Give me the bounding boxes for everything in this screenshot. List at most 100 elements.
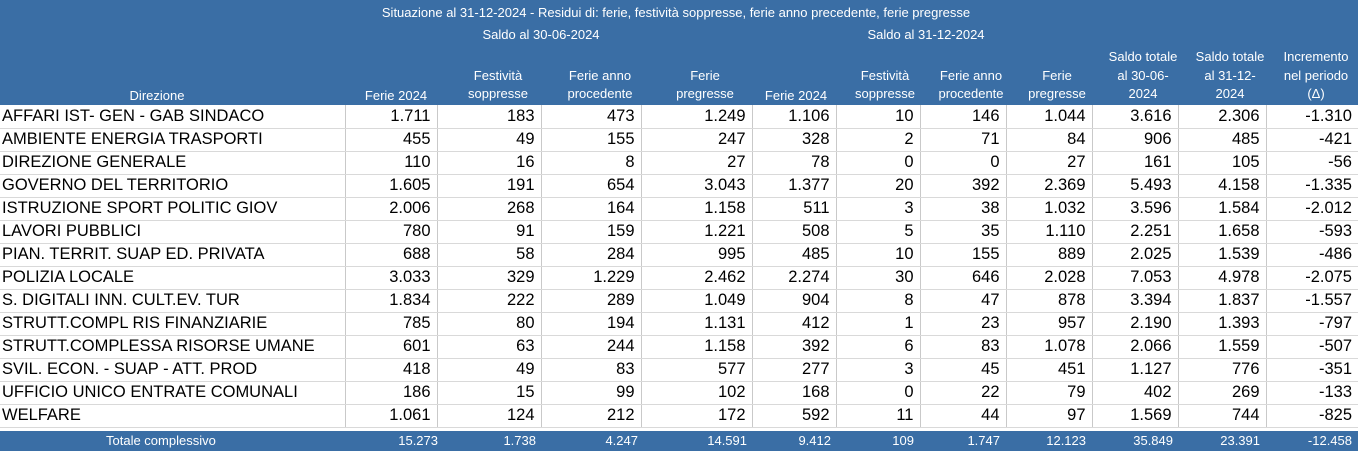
value-cell: 1.221	[641, 220, 753, 244]
value-cell: 402	[1092, 381, 1179, 405]
value-cell: 27	[641, 151, 753, 175]
direzione-cell: GOVERNO DEL TERRITORIO	[0, 174, 346, 198]
value-cell: -486	[1266, 243, 1358, 267]
group-header-30-06: Saldo al 30-06-2024	[482, 27, 600, 42]
value-cell: 2.006	[345, 197, 438, 221]
value-cell: 0	[836, 151, 921, 175]
value-cell: 785	[345, 312, 438, 336]
value-cell: 2.066	[1092, 335, 1179, 359]
value-cell: 451	[1006, 358, 1093, 382]
total-cell: 9.412	[798, 432, 831, 448]
header-ferie-2024-b: Ferie 2024	[764, 88, 828, 103]
value-cell: 1.078	[1006, 335, 1093, 359]
value-cell: 412	[752, 312, 837, 336]
direzione-cell: AFFARI IST- GEN - GAB SINDACO	[0, 105, 346, 129]
value-cell: 80	[437, 312, 542, 336]
value-cell: 289	[541, 289, 642, 313]
value-cell: 4.978	[1178, 266, 1267, 290]
value-cell: 78	[752, 151, 837, 175]
total-cell: -12.458	[1307, 432, 1352, 448]
header-festivita-a-l1: Festività	[473, 68, 523, 83]
value-cell: 63	[437, 335, 542, 359]
value-cell: 906	[1092, 128, 1179, 152]
value-cell: 186	[345, 381, 438, 405]
header-incremento-l1: Incremento	[1283, 49, 1349, 64]
value-cell: 161	[1092, 151, 1179, 175]
value-cell: 6	[836, 335, 921, 359]
value-cell: 392	[920, 174, 1007, 198]
total-cell: 1.747	[967, 432, 1000, 448]
value-cell: 284	[541, 243, 642, 267]
value-cell: 8	[836, 289, 921, 313]
value-cell: 277	[752, 358, 837, 382]
value-cell: 38	[920, 197, 1007, 221]
value-cell: 1.032	[1006, 197, 1093, 221]
direzione-cell: S. DIGITALI INN. CULT.EV. TUR	[0, 289, 346, 313]
table-row: STRUTT.COMPL RIS FINANZIARIE 785 80 194 1.13…	[0, 312, 1358, 336]
value-cell: 1.711	[345, 105, 438, 129]
value-cell: 2.251	[1092, 220, 1179, 244]
value-cell: 172	[641, 404, 753, 428]
value-cell: 780	[345, 220, 438, 244]
value-cell: 15	[437, 381, 542, 405]
total-label: Totale complessivo	[106, 432, 216, 448]
value-cell: 1.110	[1006, 220, 1093, 244]
value-cell: 485	[1178, 128, 1267, 152]
header-saldo-3112-l2: al 31-12-	[1204, 68, 1256, 83]
table-row: ISTRUZIONE SPORT POLITIC GIOV 2.006 268 164…	[0, 197, 1358, 221]
value-cell: 124	[437, 404, 542, 428]
table-row: POLIZIA LOCALE 3.033 329 1.229 2.462 2.274 30 6…	[0, 266, 1358, 290]
value-cell: -507	[1266, 335, 1358, 359]
header-festivita-b-l2: soppresse	[855, 86, 915, 101]
value-cell: 23	[920, 312, 1007, 336]
header-festivita-b-l1: Festività	[860, 68, 910, 83]
value-cell: 1.605	[345, 174, 438, 198]
value-cell: 1.569	[1092, 404, 1179, 428]
value-cell: 84	[1006, 128, 1093, 152]
value-cell: 1.837	[1178, 289, 1267, 313]
value-cell: 49	[437, 358, 542, 382]
table-header: Situazione al 31-12-2024 - Residui di: f…	[0, 0, 1358, 105]
header-ferie-pregr-b-l1: Ferie	[1042, 68, 1072, 83]
total-cell: 35.849	[1133, 432, 1173, 448]
value-cell: 0	[920, 151, 1007, 175]
value-cell: 30	[836, 266, 921, 290]
value-cell: 2.028	[1006, 266, 1093, 290]
value-cell: 49	[437, 128, 542, 152]
value-cell: -2.012	[1266, 197, 1358, 221]
value-cell: 0	[836, 381, 921, 405]
direzione-cell: UFFICIO UNICO ENTRATE COMUNALI	[0, 381, 346, 405]
value-cell: -1.310	[1266, 105, 1358, 129]
value-cell: 1.061	[345, 404, 438, 428]
value-cell: 155	[920, 243, 1007, 267]
value-cell: 776	[1178, 358, 1267, 382]
value-cell: 247	[641, 128, 753, 152]
total-cell: 14.591	[707, 432, 747, 448]
value-cell: 3.394	[1092, 289, 1179, 313]
value-cell: 102	[641, 381, 753, 405]
value-cell: 3.616	[1092, 105, 1179, 129]
value-cell: -133	[1266, 381, 1358, 405]
value-cell: 4.158	[1178, 174, 1267, 198]
header-ferie-pregr-a-l1: Ferie	[690, 68, 720, 83]
direzione-cell: PIAN. TERRIT. SUAP ED. PRIVATA	[0, 243, 346, 267]
value-cell: -56	[1266, 151, 1358, 175]
value-cell: 1.044	[1006, 105, 1093, 129]
value-cell: 1.539	[1178, 243, 1267, 267]
value-cell: 91	[437, 220, 542, 244]
value-cell: 244	[541, 335, 642, 359]
direzione-cell: STRUTT.COMPLESSA RISORSE UMANE	[0, 335, 346, 359]
table-row: PIAN. TERRIT. SUAP ED. PRIVATA 688 58 284 99…	[0, 243, 1358, 267]
value-cell: 418	[345, 358, 438, 382]
value-cell: 183	[437, 105, 542, 129]
value-cell: -797	[1266, 312, 1358, 336]
value-cell: 222	[437, 289, 542, 313]
header-saldo-3112-l3: 2024	[1215, 86, 1245, 101]
table-row: AMBIENTE ENERGIA TRASPORTI 455 49 155 247 328…	[0, 128, 1358, 152]
value-cell: 1.658	[1178, 220, 1267, 244]
value-cell: 889	[1006, 243, 1093, 267]
value-cell: 27	[1006, 151, 1093, 175]
table-row: SVIL. ECON. - SUAP - ATT. PROD 418 49 83 577…	[0, 358, 1358, 382]
value-cell: 1.158	[641, 197, 753, 221]
value-cell: -351	[1266, 358, 1358, 382]
